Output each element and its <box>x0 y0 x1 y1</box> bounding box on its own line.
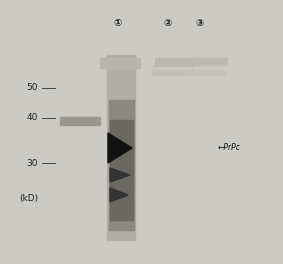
Text: 50: 50 <box>27 83 38 92</box>
Polygon shape <box>110 188 128 202</box>
Bar <box>107 55 135 240</box>
Polygon shape <box>108 133 132 163</box>
Bar <box>110 120 133 220</box>
Text: 30: 30 <box>27 158 38 167</box>
Polygon shape <box>110 168 130 182</box>
Text: ←PrPc: ←PrPc <box>218 144 241 153</box>
Text: 40: 40 <box>27 114 38 122</box>
Bar <box>109 100 134 230</box>
Bar <box>192 58 227 65</box>
Text: ③: ③ <box>196 18 204 28</box>
Bar <box>190 70 225 75</box>
Bar <box>155 58 193 66</box>
Bar <box>60 117 100 125</box>
Text: ①: ① <box>114 18 122 28</box>
Bar <box>100 58 140 68</box>
Text: ②: ② <box>164 18 172 28</box>
Bar <box>152 70 192 75</box>
Text: (kD): (kD) <box>19 194 38 202</box>
